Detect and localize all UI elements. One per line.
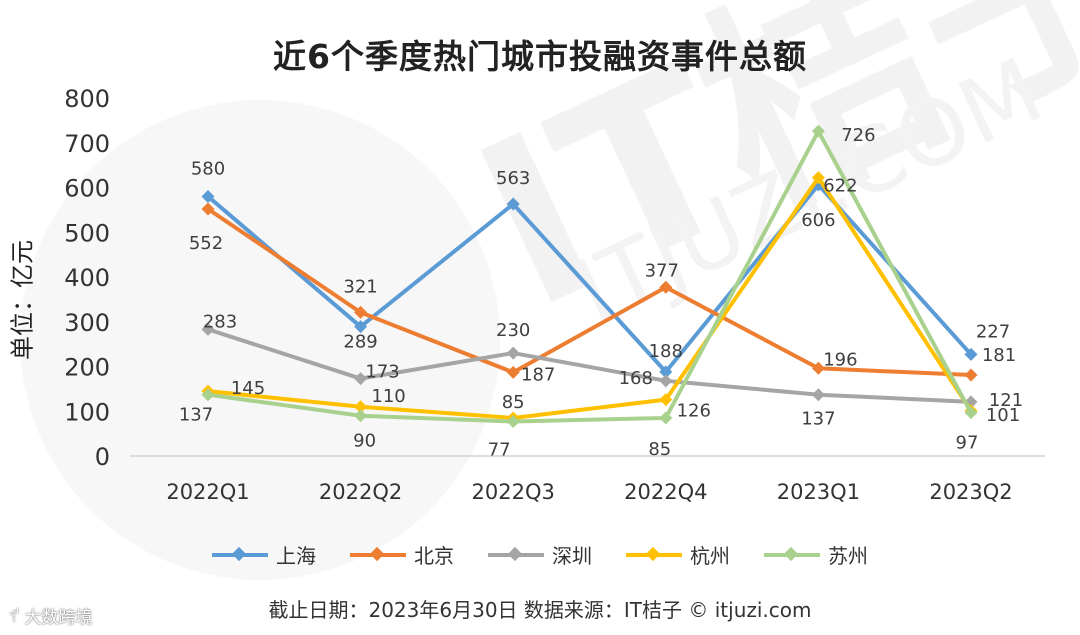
data-label: 181 [982,345,1016,366]
data-label: 101 [986,405,1020,426]
legend-label: 苏州 [828,544,868,568]
data-point-marker [354,320,368,334]
footer-source-note: 截止日期：2023年6月30日 数据来源：IT桔子 © itjuzi.com [268,598,812,622]
data-label: 377 [645,260,679,281]
brand-logo-icon: ꀈ [8,607,21,626]
data-label: 606 [801,210,835,231]
x-tick-label: 2022Q2 [319,480,402,504]
legend-swatch-icon [212,548,268,562]
legend-item-shanghai: 上海 [212,540,316,569]
data-label: 85 [502,392,525,413]
y-tick-label: 800 [64,85,110,113]
legend-label: 上海 [276,544,316,568]
series-line [206,327,973,404]
data-label: 145 [231,378,265,399]
data-point-marker [354,372,368,386]
legend-item-beijing: 北京 [350,540,454,569]
data-point-marker [964,406,978,420]
data-point-marker [659,393,673,407]
data-point-marker [506,365,520,379]
y-tick-label: 300 [64,309,110,337]
data-label: 552 [189,233,223,254]
data-label: 563 [496,168,530,189]
data-point-marker [201,388,215,402]
legend-label: 深圳 [552,544,592,568]
data-point-marker [659,374,673,388]
series-line [206,182,973,374]
data-label: 90 [353,431,376,452]
data-point-marker [506,346,520,360]
watermark-circle [20,100,500,580]
data-label: 227 [976,321,1010,342]
data-point-marker [506,197,520,211]
y-tick-label: 400 [64,264,110,292]
data-label: 77 [488,440,511,461]
data-label: 580 [191,158,225,179]
legend-item-hangzhou: 杭州 [626,540,730,569]
data-point-marker [659,280,673,294]
data-point-marker [811,388,825,402]
brand-watermark: ꀈ 大数跨境 [8,603,93,628]
data-label: 283 [203,311,237,332]
x-tick-label: 2022Q4 [624,480,707,504]
data-label: 726 [841,125,875,146]
data-label: 126 [677,401,711,422]
series-line [206,206,973,378]
x-tick-label: 2023Q1 [777,480,860,504]
data-label: 622 [823,176,857,197]
data-point-marker [506,415,520,429]
data-label: 168 [619,368,653,389]
y-tick-label: 0 [95,443,110,471]
brand-label: 大数跨境 [24,608,93,628]
legend-label: 北京 [414,544,454,568]
data-point-marker [964,368,978,382]
legend-swatch-icon [488,548,544,562]
data-label: 173 [365,362,399,383]
data-label: 187 [521,364,555,385]
data-label: 97 [956,433,979,454]
legend-item-shenzhen: 深圳 [488,540,592,569]
data-point-marker [201,322,215,336]
data-point-marker [354,305,368,319]
data-label: 289 [343,332,377,353]
data-point-marker [811,361,825,375]
chart-title: 近6个季度热门城市投融资事件总额 [273,37,807,76]
y-tick-label: 200 [64,354,110,382]
legend-swatch-icon [350,548,406,562]
data-point-marker [811,171,825,185]
data-point-marker [964,347,978,361]
y-tick-label: 600 [64,175,110,203]
data-point-marker [659,365,673,379]
y-tick-label: 700 [64,130,110,158]
data-label: 321 [343,276,377,297]
data-point-marker [811,124,825,138]
series-line [206,129,973,424]
data-label: 137 [179,405,213,426]
data-point-marker [201,202,215,216]
y-tick-label: 100 [64,398,110,426]
legend-label: 杭州 [690,544,730,568]
data-label: 110 [371,386,405,407]
series-line [206,175,973,420]
data-point-marker [659,411,673,425]
data-label: 121 [989,390,1023,411]
data-point-marker [201,189,215,203]
x-tick-label: 2022Q3 [472,480,555,504]
x-tick-label: 2022Q1 [166,480,249,504]
data-label: 188 [649,341,683,362]
data-label: 85 [648,439,671,460]
data-label: 137 [801,409,835,430]
y-tick-label: 500 [64,219,110,247]
legend-swatch-icon [764,548,820,562]
legend: 上海 北京 深圳 杭州 苏州 [0,540,1080,569]
data-label: 196 [823,349,857,370]
legend-swatch-icon [626,548,682,562]
legend-item-suzhou: 苏州 [764,540,868,569]
data-label: 230 [496,320,530,341]
x-tick-label: 2023Q2 [929,480,1012,504]
data-point-marker [354,400,368,414]
data-point-marker [354,409,368,423]
